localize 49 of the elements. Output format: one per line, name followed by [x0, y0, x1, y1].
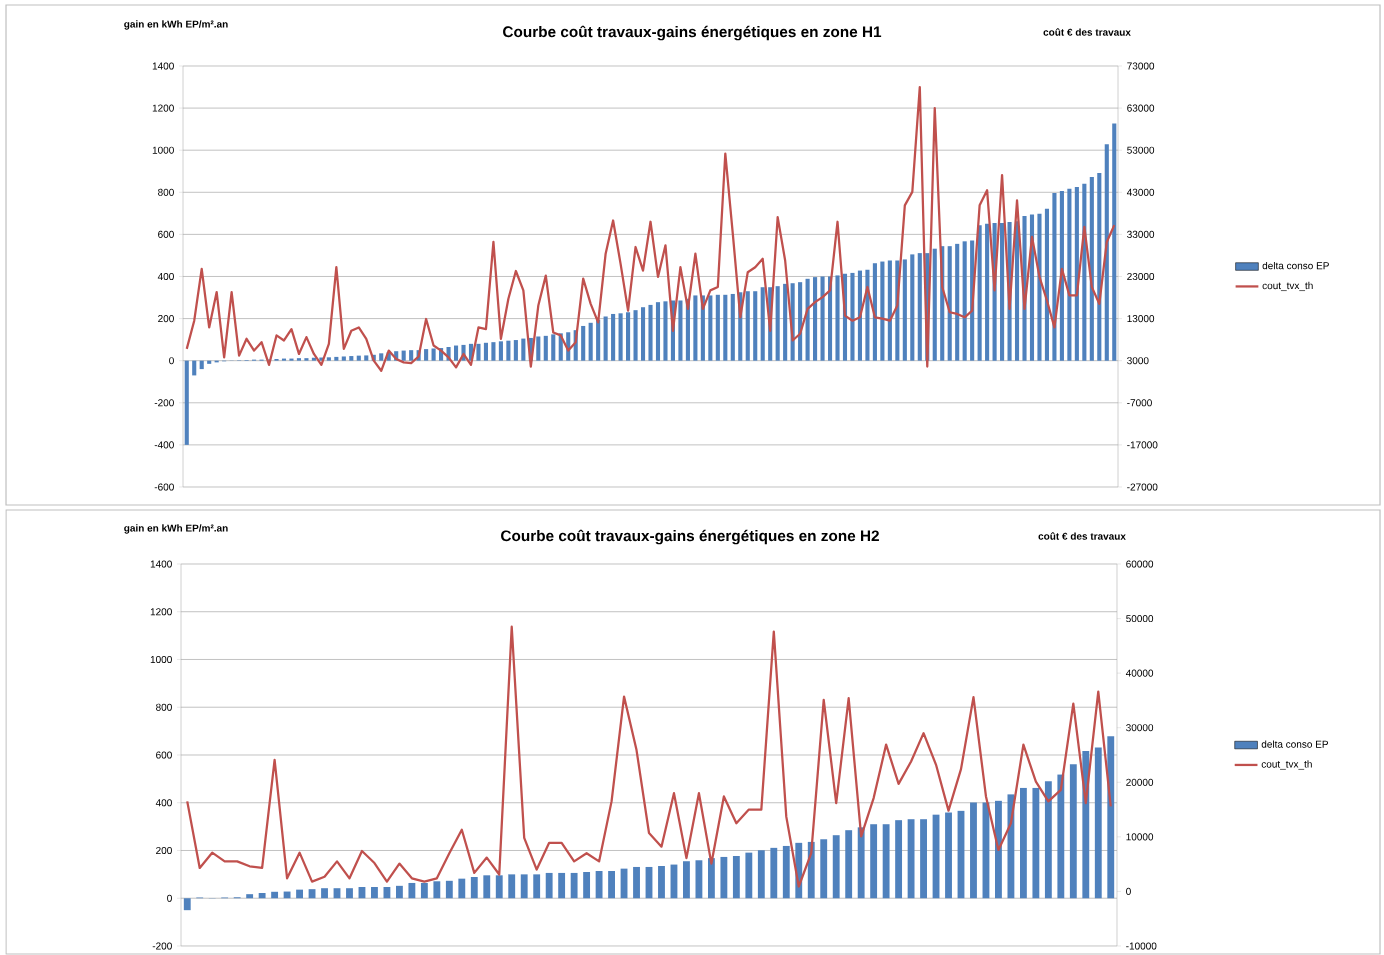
y-tick-label: 1000 — [150, 655, 172, 664]
y-tick-label: 1200 — [150, 608, 172, 616]
chart-title: Courbe coût travaux-gains énergétiques en zone H1 — [503, 25, 882, 41]
y-tick-label: 600 — [156, 751, 172, 759]
y-tick-label: 1400 — [150, 560, 172, 568]
y-tick-label: -200 — [152, 942, 172, 950]
y2-tick-label: 40000 — [1125, 669, 1154, 677]
chart-title: Courbe coût travaux-gains énergétiques en zone H2 — [501, 529, 879, 545]
y-tick-label: 200 — [158, 315, 174, 323]
y-axis-title: gain en kWh EP/m².an — [124, 524, 228, 534]
legend-label: delta conso EP — [1261, 740, 1328, 748]
y-tick-label: 600 — [158, 230, 174, 238]
y-tick-label: -200 — [154, 399, 174, 407]
y2-tick-label: 50000 — [1126, 615, 1154, 623]
y2-tick-label: 60000 — [1126, 560, 1154, 568]
y2-tick-label: 30000 — [1126, 724, 1154, 732]
y-tick-label: 0 — [169, 357, 174, 365]
y-tick-label: 0 — [167, 894, 172, 902]
y-tick-label: -400 — [154, 441, 174, 449]
y-tick-label: 1200 — [152, 104, 174, 112]
y2-tick-label: 73000 — [1127, 62, 1155, 70]
y2-axis-title: coût € des travaux — [1043, 28, 1131, 36]
y2-tick-label: 3000 — [1127, 357, 1149, 365]
y2-tick-label: 13000 — [1127, 315, 1155, 323]
y-tick-label: 1400 — [152, 62, 174, 70]
y-tick-label: 400 — [157, 272, 174, 281]
y2-tick-label: 10000 — [1126, 833, 1154, 841]
y-tick-label: 200 — [156, 846, 172, 855]
y-tick-label: 800 — [156, 703, 172, 711]
y2-tick-label: -27000 — [1127, 483, 1158, 491]
y-tick-label: 800 — [158, 188, 174, 196]
y-tick-label: -600 — [154, 483, 174, 491]
y2-tick-label: 0 — [1126, 887, 1131, 895]
y2-tick-label: 23000 — [1127, 272, 1155, 281]
y-axis-title: gain en kWh EP/m².an — [124, 20, 228, 30]
y2-tick-label: -7000 — [1127, 399, 1152, 407]
y2-tick-label: 20000 — [1126, 778, 1154, 786]
y2-axis-title: coût € des travaux — [1038, 532, 1126, 540]
y2-tick-label: 63000 — [1127, 104, 1155, 112]
y-tick-label: 400 — [155, 799, 172, 807]
y2-tick-label: 53000 — [1127, 146, 1155, 154]
y2-tick-label: -10000 — [1126, 942, 1157, 950]
legend-label: cout_tvx_th — [1261, 760, 1312, 770]
y2-tick-label: -17000 — [1127, 441, 1158, 449]
y-tick-label: 1000 — [152, 146, 174, 154]
legend-label: delta conso EP — [1262, 261, 1329, 270]
legend-label: cout_tvx_th — [1262, 281, 1313, 292]
y2-tick-label: 43000 — [1126, 188, 1155, 196]
y2-tick-label: 33000 — [1127, 230, 1155, 238]
